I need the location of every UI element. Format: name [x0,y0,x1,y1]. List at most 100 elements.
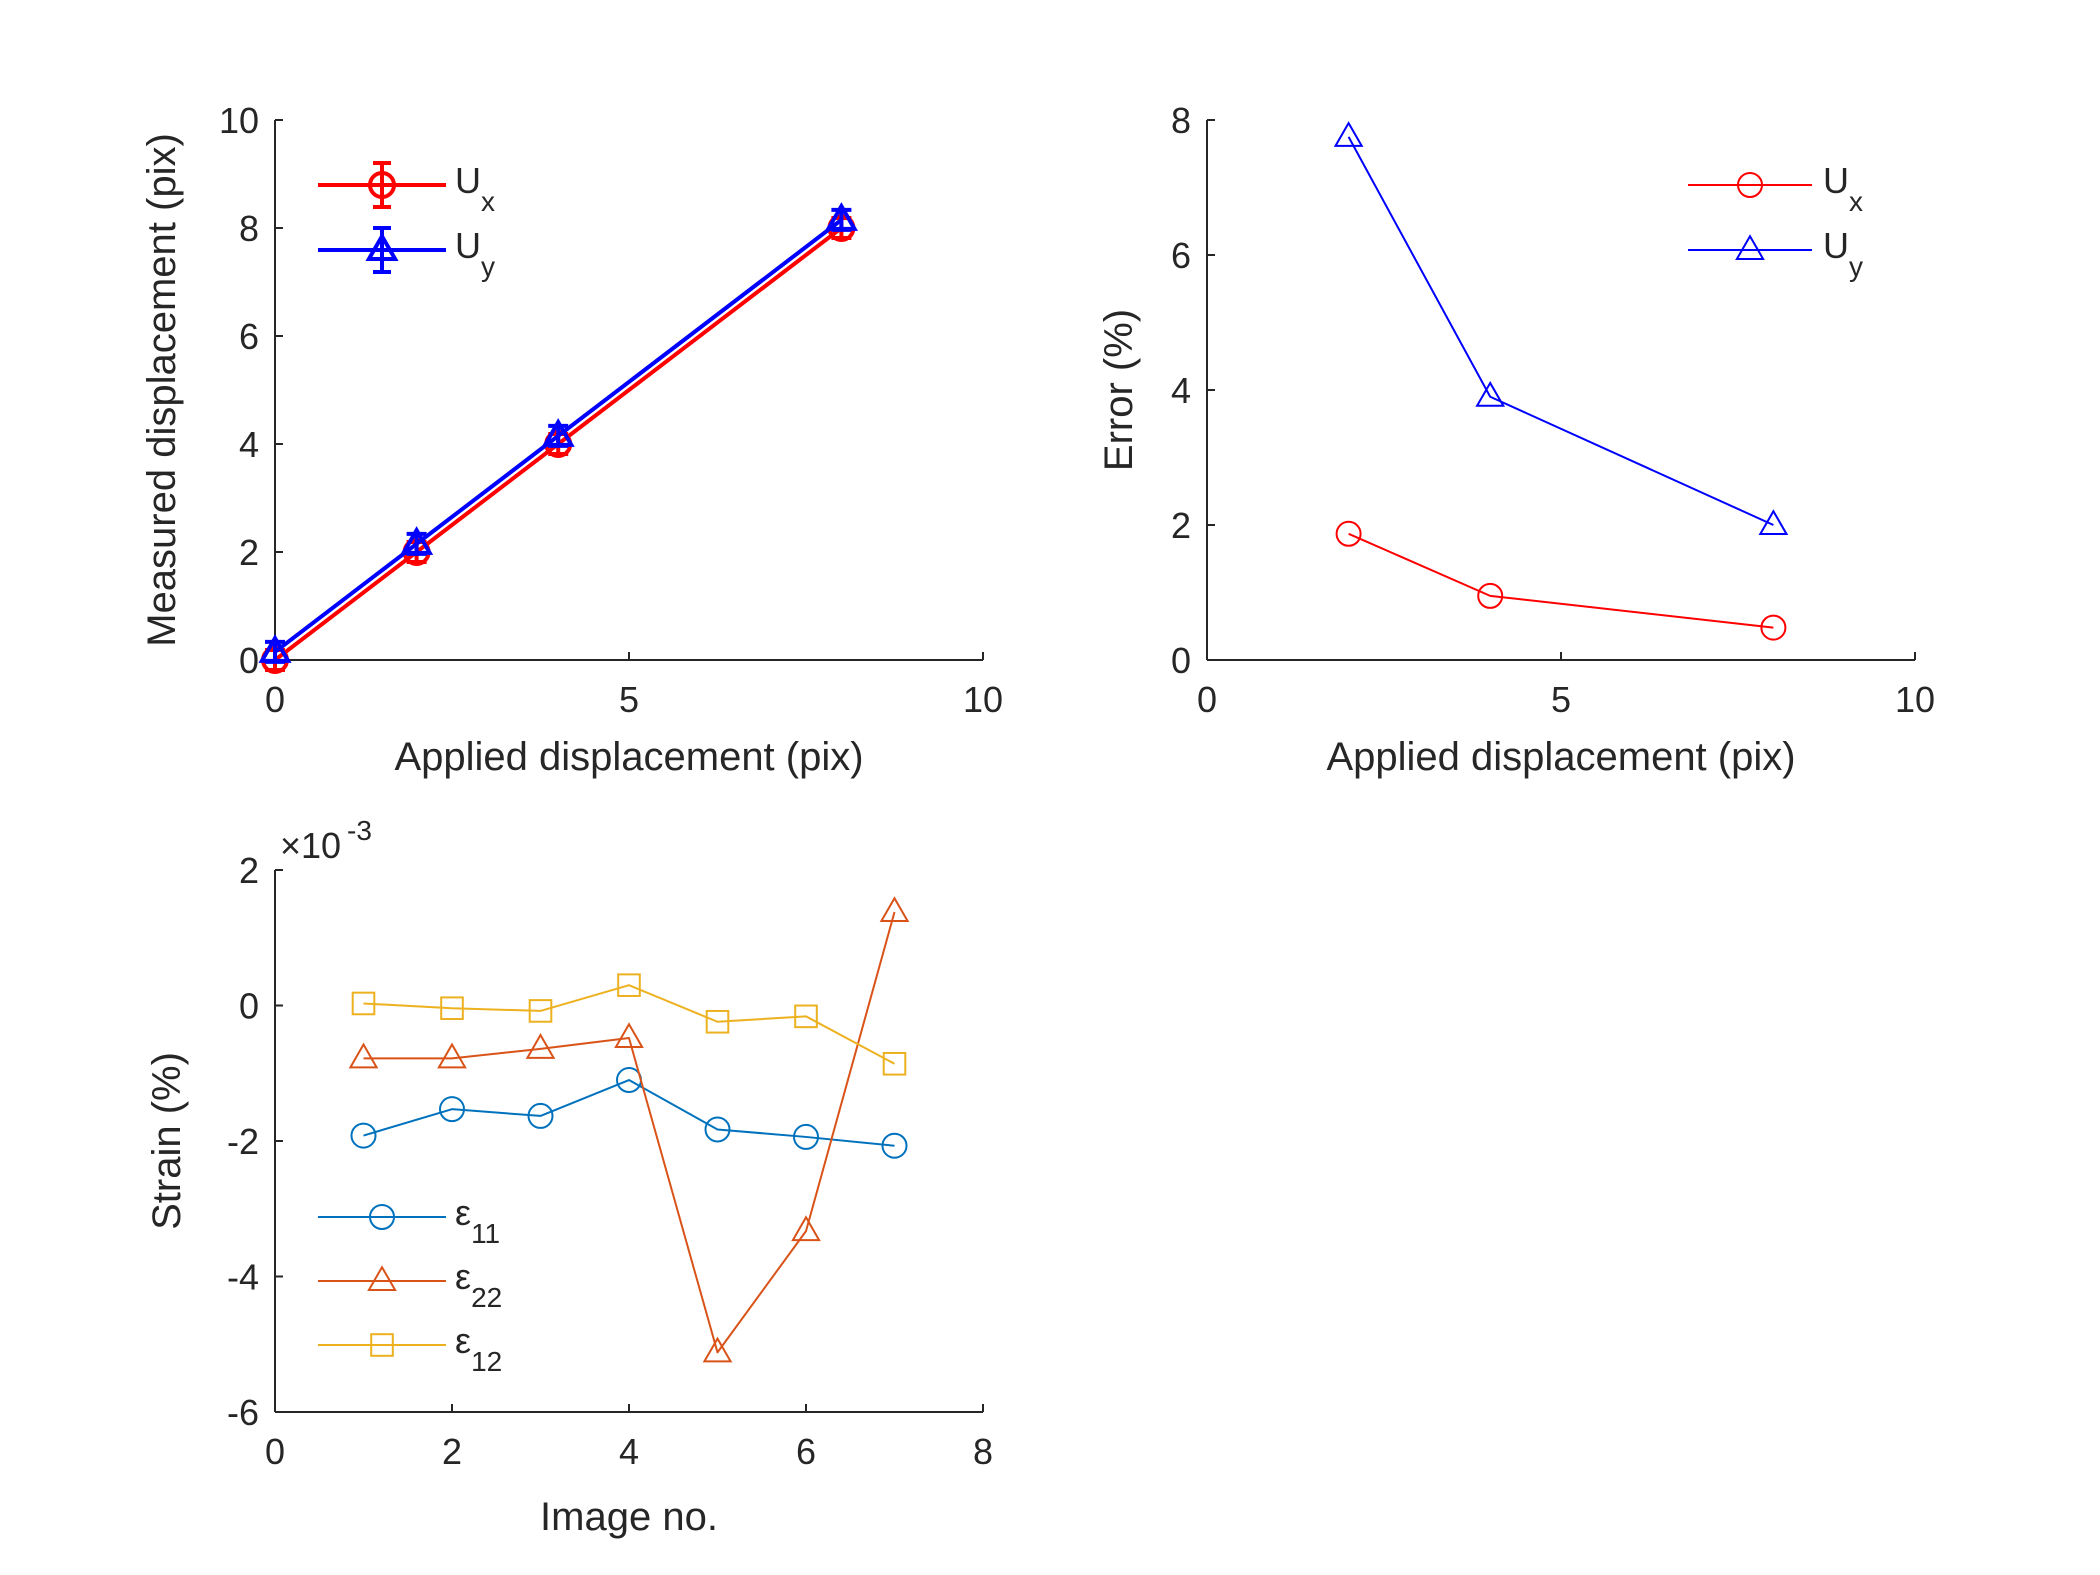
data-point-marker [1475,380,1506,407]
x-tick-label: 4 [619,1431,639,1472]
data-point-marker [1335,520,1362,547]
axis-exponent-power: -3 [347,815,372,846]
data-point-marker [1333,121,1364,147]
y-tick-label: 2 [239,850,259,891]
data-point-marker [258,634,292,663]
x-axis-label: Image no. [540,1495,718,1539]
data-point-marker [791,1215,821,1242]
legend-label: Uy [455,225,495,282]
legend-label: Ux [455,160,495,217]
data-point-marker [1477,582,1504,609]
y-axis-label: Strain (%) [145,1052,189,1230]
series-y-triangle [1333,121,1789,535]
legend-label: Uy [1823,225,1863,282]
data-point-marker [541,418,575,447]
legend-entry: ε12 [318,1320,502,1377]
data-point-marker [351,991,376,1016]
series-12-square [351,973,907,1076]
data-point-marker [617,973,641,997]
y-tick-label: -6 [227,1392,259,1433]
y-tick-label: 4 [1171,370,1191,411]
series-line [273,226,843,662]
data-point-marker [614,1022,644,1048]
data-point-marker [1760,614,1787,641]
legend-label-sub: 22 [471,1282,502,1313]
legend-label-main: ε [455,1320,471,1361]
legend-label: ε12 [455,1320,502,1377]
data-point-marker [527,1102,554,1129]
legend-entry: Uy [318,225,495,282]
x-tick-label: 0 [265,679,285,720]
series-22-triangle [348,896,910,1363]
series-x-circle [1335,520,1787,641]
x-tick-label: 10 [963,679,1003,720]
data-point-marker [525,1033,556,1059]
series-11-circle [350,1067,908,1159]
x-tick-label: 5 [619,679,639,720]
legend-entry: Ux [318,160,495,217]
data-point-marker [1758,509,1789,535]
data-point-marker [882,1051,907,1076]
data-point-marker [793,1123,819,1150]
series-line [363,1079,895,1147]
data-point-marker [400,526,434,555]
y-tick-label: -2 [227,1121,259,1162]
x-tick-label: 10 [1895,679,1935,720]
x-tick-label: 8 [973,1431,993,1472]
series-line [363,911,896,1354]
x-tick-label: 6 [796,1431,816,1472]
legend-marker [1735,234,1765,260]
y-tick-label: 8 [239,208,259,249]
legend-entry: ε22 [318,1256,502,1313]
legend-marker [370,1333,394,1357]
y-tick-label: 4 [239,424,259,465]
y-tick-label: 0 [239,986,259,1027]
data-point-marker [824,202,858,231]
legend-label: Ux [1823,160,1863,217]
legend-marker [367,1265,397,1291]
x-axis-label: Applied displacement (pix) [1326,735,1795,779]
data-point-marker [704,1116,731,1143]
data-point-marker [440,996,464,1021]
legend-label-sub: y [481,251,495,282]
y-tick-label: 10 [219,100,259,141]
legend-label-sub: x [1849,186,1863,217]
y-tick-label: 2 [239,532,259,573]
y-tick-label: 6 [239,316,259,357]
x-tick-label: 0 [265,1431,285,1472]
legend-entry: Uy [1688,225,1863,282]
legend-label: ε11 [455,1192,500,1249]
legend-label-main: ε [455,1256,471,1297]
legend-label-main: U [455,225,481,266]
legend-label-main: U [455,160,481,201]
series-line [1347,136,1774,526]
data-point-marker [350,1122,377,1149]
y-axis-label: Error (%) [1097,309,1141,471]
legend-label-sub: 11 [471,1218,500,1249]
data-point-marker [702,1336,733,1363]
legend-label-sub: y [1849,251,1863,282]
y-tick-label: 2 [1171,505,1191,546]
x-tick-label: 5 [1551,679,1571,720]
legend-entry: ε11 [318,1192,500,1249]
data-point-marker [439,1096,465,1123]
series-line [1348,532,1774,629]
y-tick-label: 0 [239,640,259,681]
legend-marker [365,232,399,261]
legend-label-sub: x [481,186,495,217]
legend-label-main: U [1823,160,1849,201]
legend-label-main: U [1823,225,1849,266]
series-y-triangle [258,202,858,664]
legend-marker [368,171,396,199]
legend-label: ε22 [455,1256,502,1313]
subplot-1: 0 5 10 0 2 4 6 8 10 Applied displacement (pix) Mea… [140,100,1003,779]
data-point-marker [705,1009,730,1034]
legend-entry: Ux [1688,160,1863,217]
y-tick-label: 0 [1171,640,1191,681]
subplot-2: 0 5 10 0 2 4 6 8 Applied displacement (pix) Error… [1097,100,1935,779]
x-axis-label: Applied displacement (pix) [394,735,863,779]
data-point-marker [881,1132,908,1159]
